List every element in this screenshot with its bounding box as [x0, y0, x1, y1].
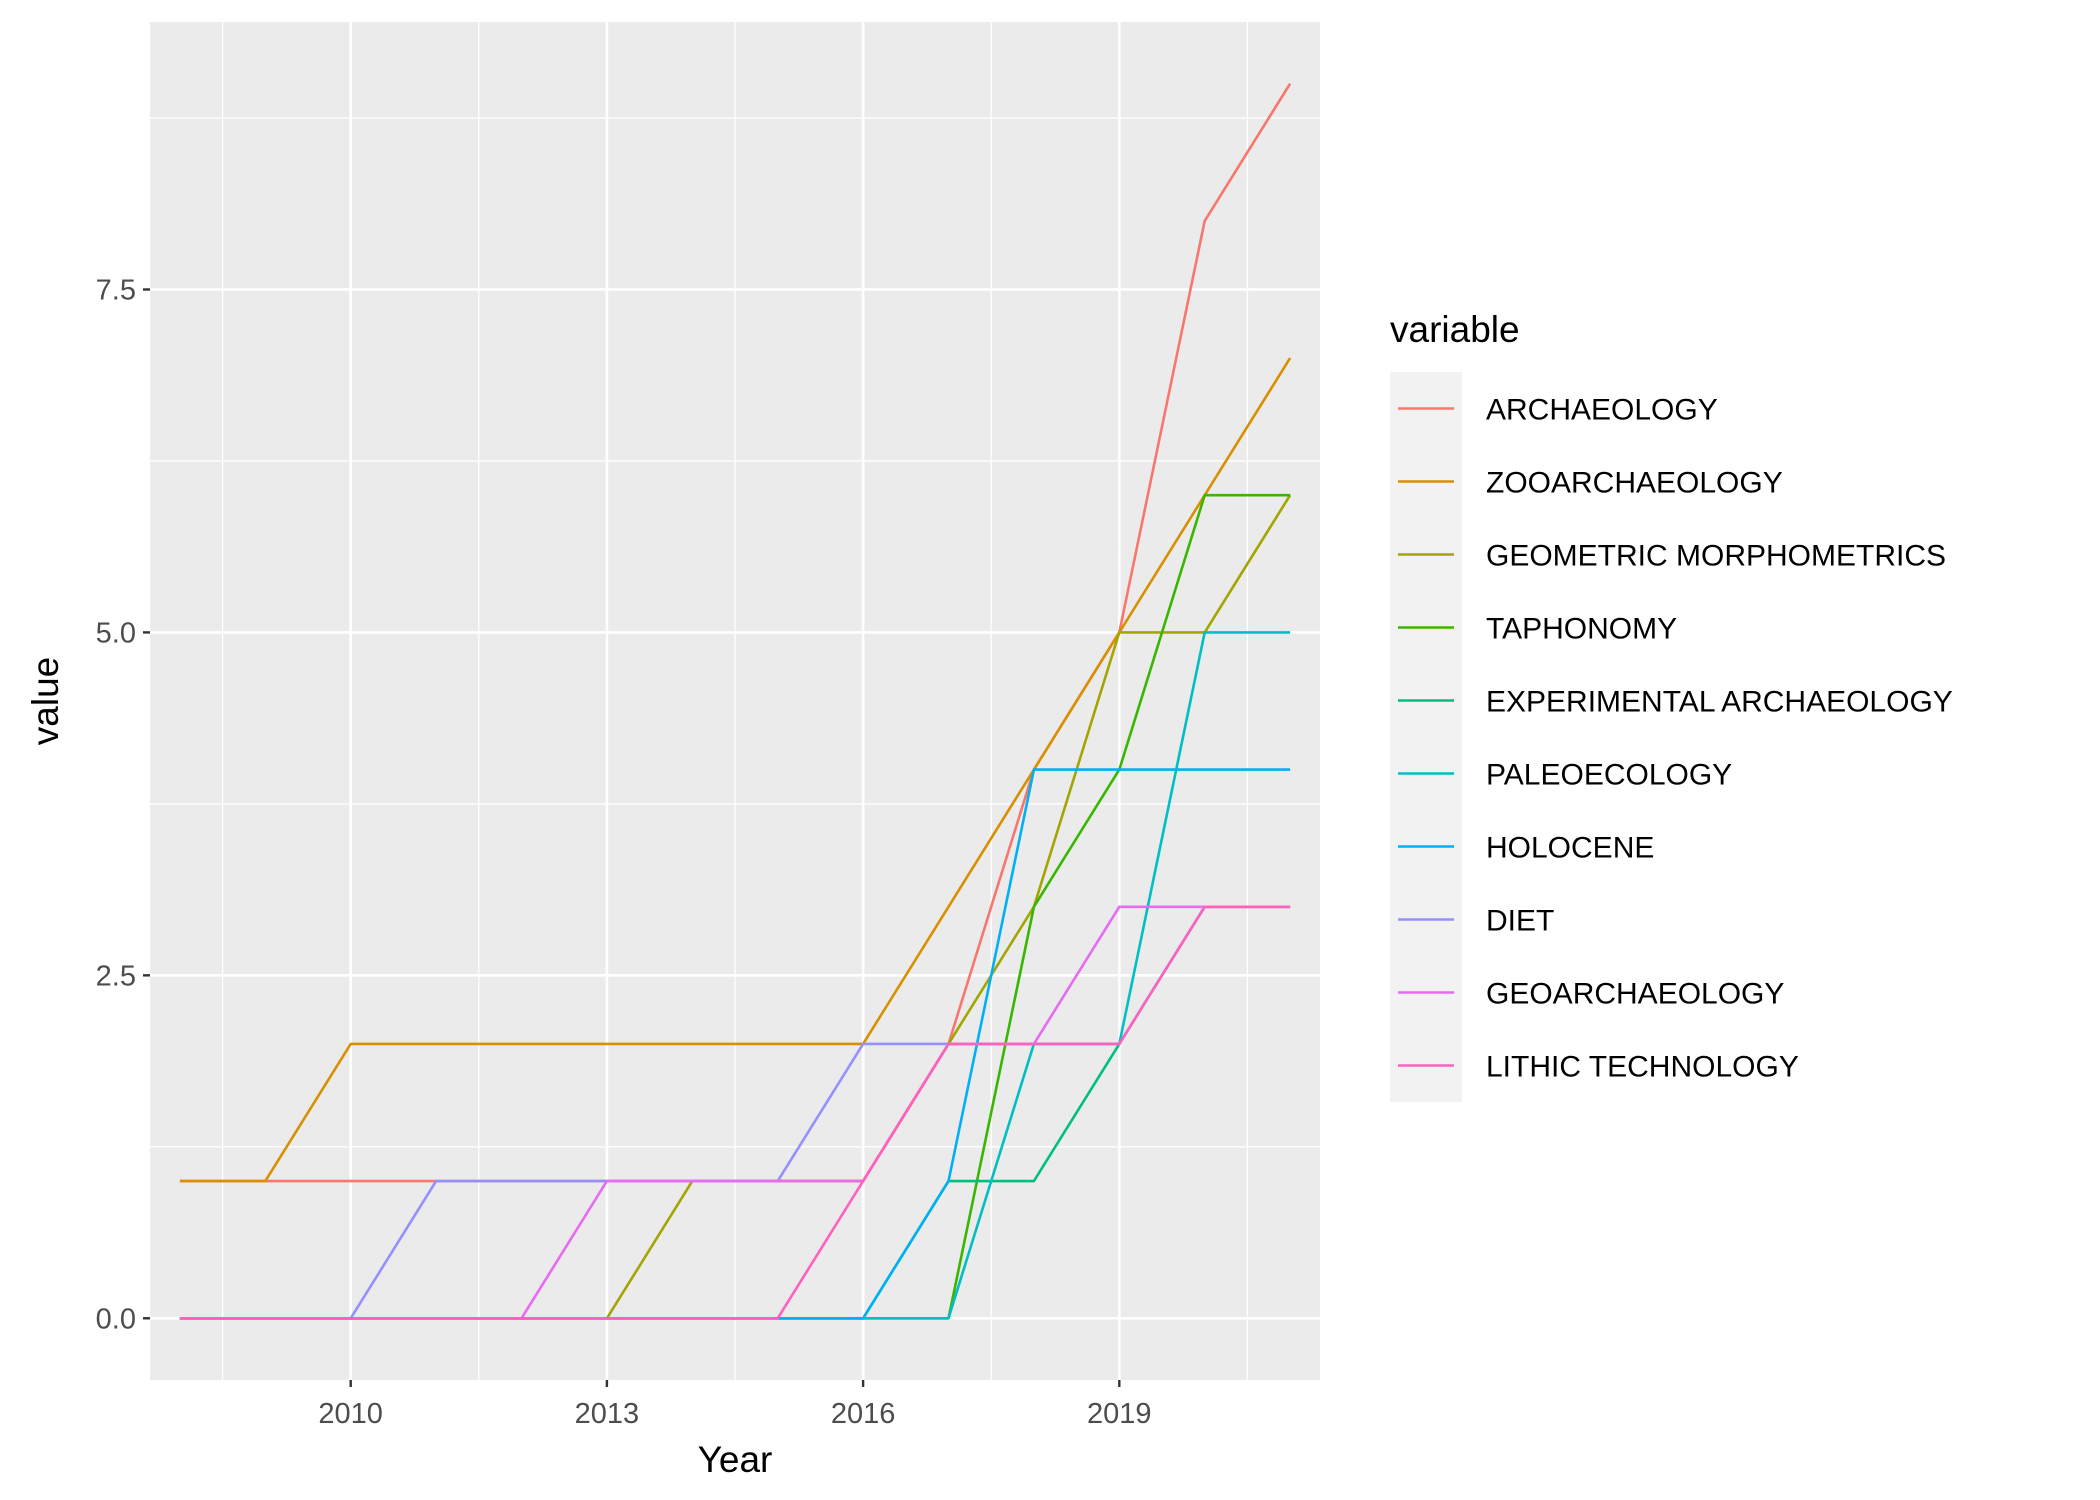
series-lines: [179, 83, 1292, 1320]
legend-label-archaeology: ARCHAEOLOGY: [1486, 394, 1718, 427]
x-tick-label: 2019: [1087, 1398, 1152, 1430]
x-axis-title: Year: [698, 1439, 773, 1480]
series-line-zooarchaeology: [179, 357, 1292, 1183]
legend-items: ARCHAEOLOGY ZOOARCHAEOLOGY GEOMETRIC MORPH…: [1390, 372, 1953, 1102]
legend-label-lithic-technology: LITHIC TECHNOLOGY: [1486, 1051, 1799, 1084]
y-axis: 0.0 2.5 5.0 7.5: [96, 274, 150, 1335]
minor-gridlines: [150, 22, 1320, 1380]
x-tick-label: 2010: [318, 1398, 383, 1430]
legend-key-background: [1390, 372, 1462, 1102]
legend-label-holocene: HOLOCENE: [1486, 832, 1654, 865]
y-tick-label: 0.0: [96, 1303, 136, 1335]
x-axis: 2010 2013 2016 2019: [318, 1380, 1152, 1430]
legend-label-experimental-archaeology: EXPERIMENTAL ARCHAEOLOGY: [1486, 686, 1953, 719]
legend-label-diet: DIET: [1486, 905, 1554, 938]
y-tick-label: 2.5: [96, 960, 136, 992]
legend: variable ARCHAEOLOGY ZOOARCHAEOLOGY GEOMET…: [1390, 309, 1953, 1102]
series-line-lithic-technology: [179, 905, 1291, 1320]
y-axis-title: value: [25, 657, 66, 745]
x-tick-label: 2016: [831, 1398, 896, 1430]
legend-label-geometric-morphometrics: GEOMETRIC MORPHOMETRICS: [1486, 540, 1946, 573]
legend-label-paleoecology: PALEOECOLOGY: [1486, 759, 1732, 792]
legend-title: variable: [1390, 309, 1520, 350]
y-tick-label: 7.5: [96, 274, 136, 306]
x-tick-label: 2013: [575, 1398, 640, 1430]
legend-label-taphonomy: TAPHONOMY: [1486, 613, 1677, 646]
legend-label-geoarchaeology: GEOARCHAEOLOGY: [1486, 978, 1784, 1011]
legend-label-zooarchaeology: ZOOARCHAEOLOGY: [1486, 467, 1783, 500]
y-tick-label: 5.0: [96, 617, 136, 649]
